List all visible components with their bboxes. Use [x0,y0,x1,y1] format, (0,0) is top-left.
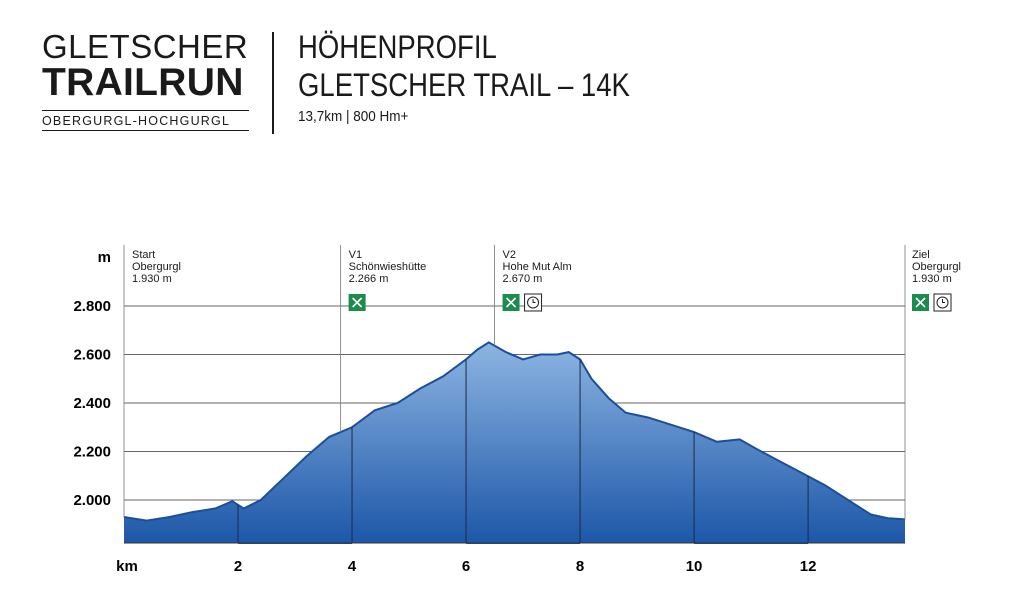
y-axis-unit: m [98,249,111,266]
page-subtitle: 13,7km | 800 Hm+ [298,108,409,125]
y-tick-label: 2.000 [73,492,111,509]
y-tick-label: 2.200 [73,444,111,461]
station-label: 2.670 m [503,273,543,285]
highlight-segment [466,539,581,544]
station-label: V2 [503,249,516,261]
highlight-segment [238,539,353,544]
page-title-route: GLETSCHER TRAIL – 14K [298,67,630,103]
page-title: HÖHENPROFIL [298,29,497,65]
logo-line-2: TRAILRUN [42,61,244,104]
header-divider [272,32,274,134]
station-label: 2.266 m [349,273,389,285]
station-label: 1.930 m [912,273,952,285]
y-tick-label: 2.800 [73,298,111,315]
x-tick-label: 2 [234,558,242,575]
logo-line-1: GLETSCHER [42,28,249,65]
clock-icon [524,293,543,312]
food-icon [912,294,929,311]
x-tick-label: 12 [800,558,817,575]
station-label: Obergurgl [912,261,961,273]
y-tick-label: 2.600 [73,347,111,364]
food-icon [502,294,520,311]
logo-line-3: OBERGURGL-HOCHGURGL [42,110,249,131]
x-axis-unit: km [116,558,138,575]
elevation-area [124,342,905,543]
x-tick-label: 8 [576,558,584,575]
station-label: Obergurgl [132,261,181,273]
station-label: 1.930 m [132,273,172,285]
highlight-segment [694,539,809,544]
station-label: Hohe Mut Alm [503,261,572,273]
station-label: Schönwieshütte [349,261,427,273]
station-label: Start [132,249,155,261]
header-title-block: HÖHENPROFIL GLETSCHER TRAIL – 14K 13,7km… [298,28,684,125]
food-icon [348,294,366,311]
elevation-line [123,341,906,522]
station-label: Ziel [912,249,930,261]
station-label: V1 [349,249,362,261]
x-tick-label: 4 [348,558,357,575]
x-tick-label: 6 [462,558,470,575]
y-tick-label: 2.400 [73,395,111,412]
x-tick-label: 10 [686,558,703,575]
clock-icon [933,293,952,312]
event-logo: GLETSCHER TRAILRUN OBERGURGL-HOCHGURGL [42,30,252,131]
